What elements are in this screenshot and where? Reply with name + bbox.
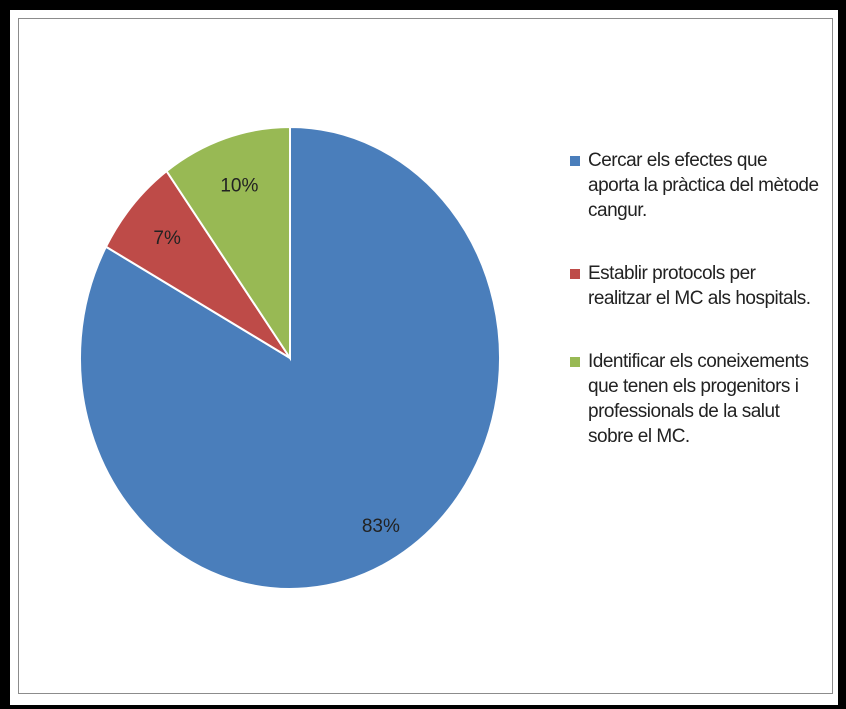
legend-label: Cercar els efectes que aporta la pràctic… [588, 150, 819, 221]
legend-entry: Establir protocols per realitzar el MC a… [570, 261, 820, 311]
legend-label: Establir protocols per realitzar el MC a… [588, 263, 811, 309]
legend-label: Identificar els coneixements que tenen e… [588, 351, 809, 447]
data-label: 7% [153, 228, 181, 249]
legend-swatch [570, 357, 580, 367]
data-label: 83% [362, 516, 400, 537]
pie-slice [104, 169, 291, 359]
legend-entry: Cercar els efectes que aporta la pràctic… [570, 148, 820, 223]
legend-swatch [570, 269, 580, 279]
legend-entry: Identificar els coneixements que tenen e… [570, 349, 820, 449]
chart-area [18, 18, 833, 694]
legend-swatch [570, 156, 580, 166]
data-label: 10% [220, 176, 258, 197]
legend: Cercar els efectes que aporta la pràctic… [570, 148, 820, 487]
pie-slice [165, 125, 291, 362]
